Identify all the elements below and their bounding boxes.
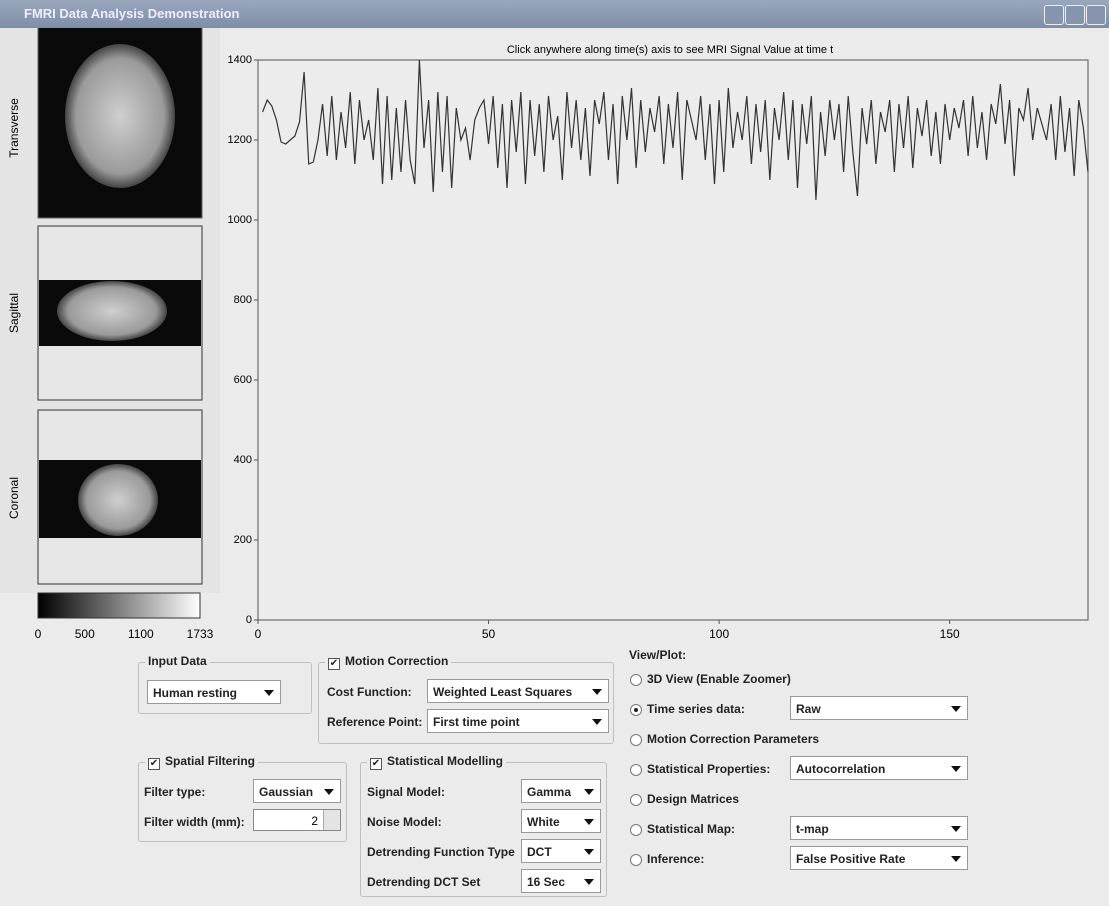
colorbar [38,593,200,618]
dropdown[interactable]: t-map [790,816,968,840]
dropdown[interactable]: False Positive Rate [790,846,968,870]
spatial-filtering-group: Spatial Filtering Filter type: Gaussian … [138,762,347,842]
dropdown[interactable]: Autocorrelation [790,756,968,780]
radio-button[interactable] [630,764,642,776]
field-label: Filter width (mm): [144,815,245,829]
radio-label: Statistical Map: [647,822,735,836]
y-tick-label: 1400 [228,54,252,66]
radio-label: Inference: [647,852,704,866]
field-label: Noise Model: [367,815,442,829]
field-label: Cost Function: [327,685,412,699]
y-tick-label: 1200 [228,134,252,146]
dropdown[interactable]: Gamma [521,779,601,803]
radio-label: Time series data: [647,702,745,716]
checkbox-label: Statistical Modelling [387,754,503,768]
dropdown[interactable]: Gaussian [253,779,341,803]
motion-correction-group: Motion Correction Cost Function: Weighte… [318,662,614,744]
field-label: Detrending Function Type [367,845,515,859]
brain-slice [78,464,158,536]
title-bar: FMRI Data Analysis Demonstration [0,0,1109,28]
radio-button[interactable] [630,704,642,716]
radio-button[interactable] [630,674,642,686]
dropdown[interactable]: 16 Sec [521,869,601,893]
x-tick-label: 150 [940,627,960,640]
minimize-button[interactable] [1044,5,1064,25]
group-title: Input Data [145,654,210,668]
view-label: Transverse [7,98,21,158]
checkbox[interactable] [148,758,160,770]
colorbar-tick-label: 1100 [128,627,154,640]
field-label: Detrending DCT Set [367,875,480,889]
maximize-button[interactable] [1065,5,1085,25]
view-label: Sagittal [7,293,21,333]
app-window: FMRI Data Analysis Demonstration Transve… [0,0,1109,906]
spinner[interactable]: 2 [253,809,341,831]
close-button[interactable] [1086,5,1106,25]
dropdown[interactable]: DCT [521,839,601,863]
x-tick-label: 100 [709,627,729,640]
brain-slice [65,44,175,188]
checkbox[interactable] [328,658,340,670]
colorbar-tick-label: 500 [75,627,95,640]
chart-area: Transverse Sagittal Coronal Click anywhe… [0,28,1109,640]
checkbox[interactable] [370,758,382,770]
statistical-modelling-group: Statistical Modelling Signal Model: Gamm… [360,762,607,897]
brain-slice [57,281,167,341]
colorbar-tick-label: 1733 [187,627,214,640]
y-tick-label: 200 [234,534,252,546]
radio-button[interactable] [630,734,642,746]
spinner-value: 2 [311,814,318,828]
group-title: Spatial Filtering [145,754,258,770]
field-label: Filter type: [144,785,205,799]
dropdown[interactable]: First time point [427,709,609,733]
radio-label: Statistical Properties: [647,762,770,776]
x-tick-label: 50 [482,627,496,640]
group-title: Statistical Modelling [367,754,506,770]
view-plot-group: View/Plot: 3D View (Enable Zoomer)Time s… [623,654,970,890]
input-data-group: Input Data Human resting [138,662,312,714]
radio-label: Design Matrices [647,792,739,806]
checkbox-label: Motion Correction [345,654,448,668]
view-label: Coronal [7,477,21,519]
checkbox-label: Spatial Filtering [165,754,255,768]
x-tick-label: 0 [255,627,262,640]
field-label: Reference Point: [327,715,422,729]
group-title: Motion Correction [325,654,451,670]
y-tick-label: 400 [234,454,252,466]
radio-button[interactable] [630,794,642,806]
radio-label: Motion Correction Parameters [647,732,819,746]
field-label: Signal Model: [367,785,445,799]
colorbar-tick-label: 0 [35,627,42,640]
y-tick-label: 0 [246,614,252,626]
window-title: FMRI Data Analysis Demonstration [24,0,240,28]
radio-label: 3D View (Enable Zoomer) [647,672,791,686]
dropdown[interactable]: Human resting [147,680,281,704]
radio-button[interactable] [630,854,642,866]
y-tick-label: 1000 [228,214,252,226]
y-tick-label: 800 [234,294,252,306]
group-title: View/Plot: [629,648,686,662]
y-tick-label: 600 [234,374,252,386]
chart-title: Click anywhere along time(s) axis to see… [507,44,833,56]
radio-button[interactable] [630,824,642,836]
dropdown[interactable]: White [521,809,601,833]
dropdown[interactable]: Raw [790,696,968,720]
dropdown[interactable]: Weighted Least Squares [427,679,609,703]
